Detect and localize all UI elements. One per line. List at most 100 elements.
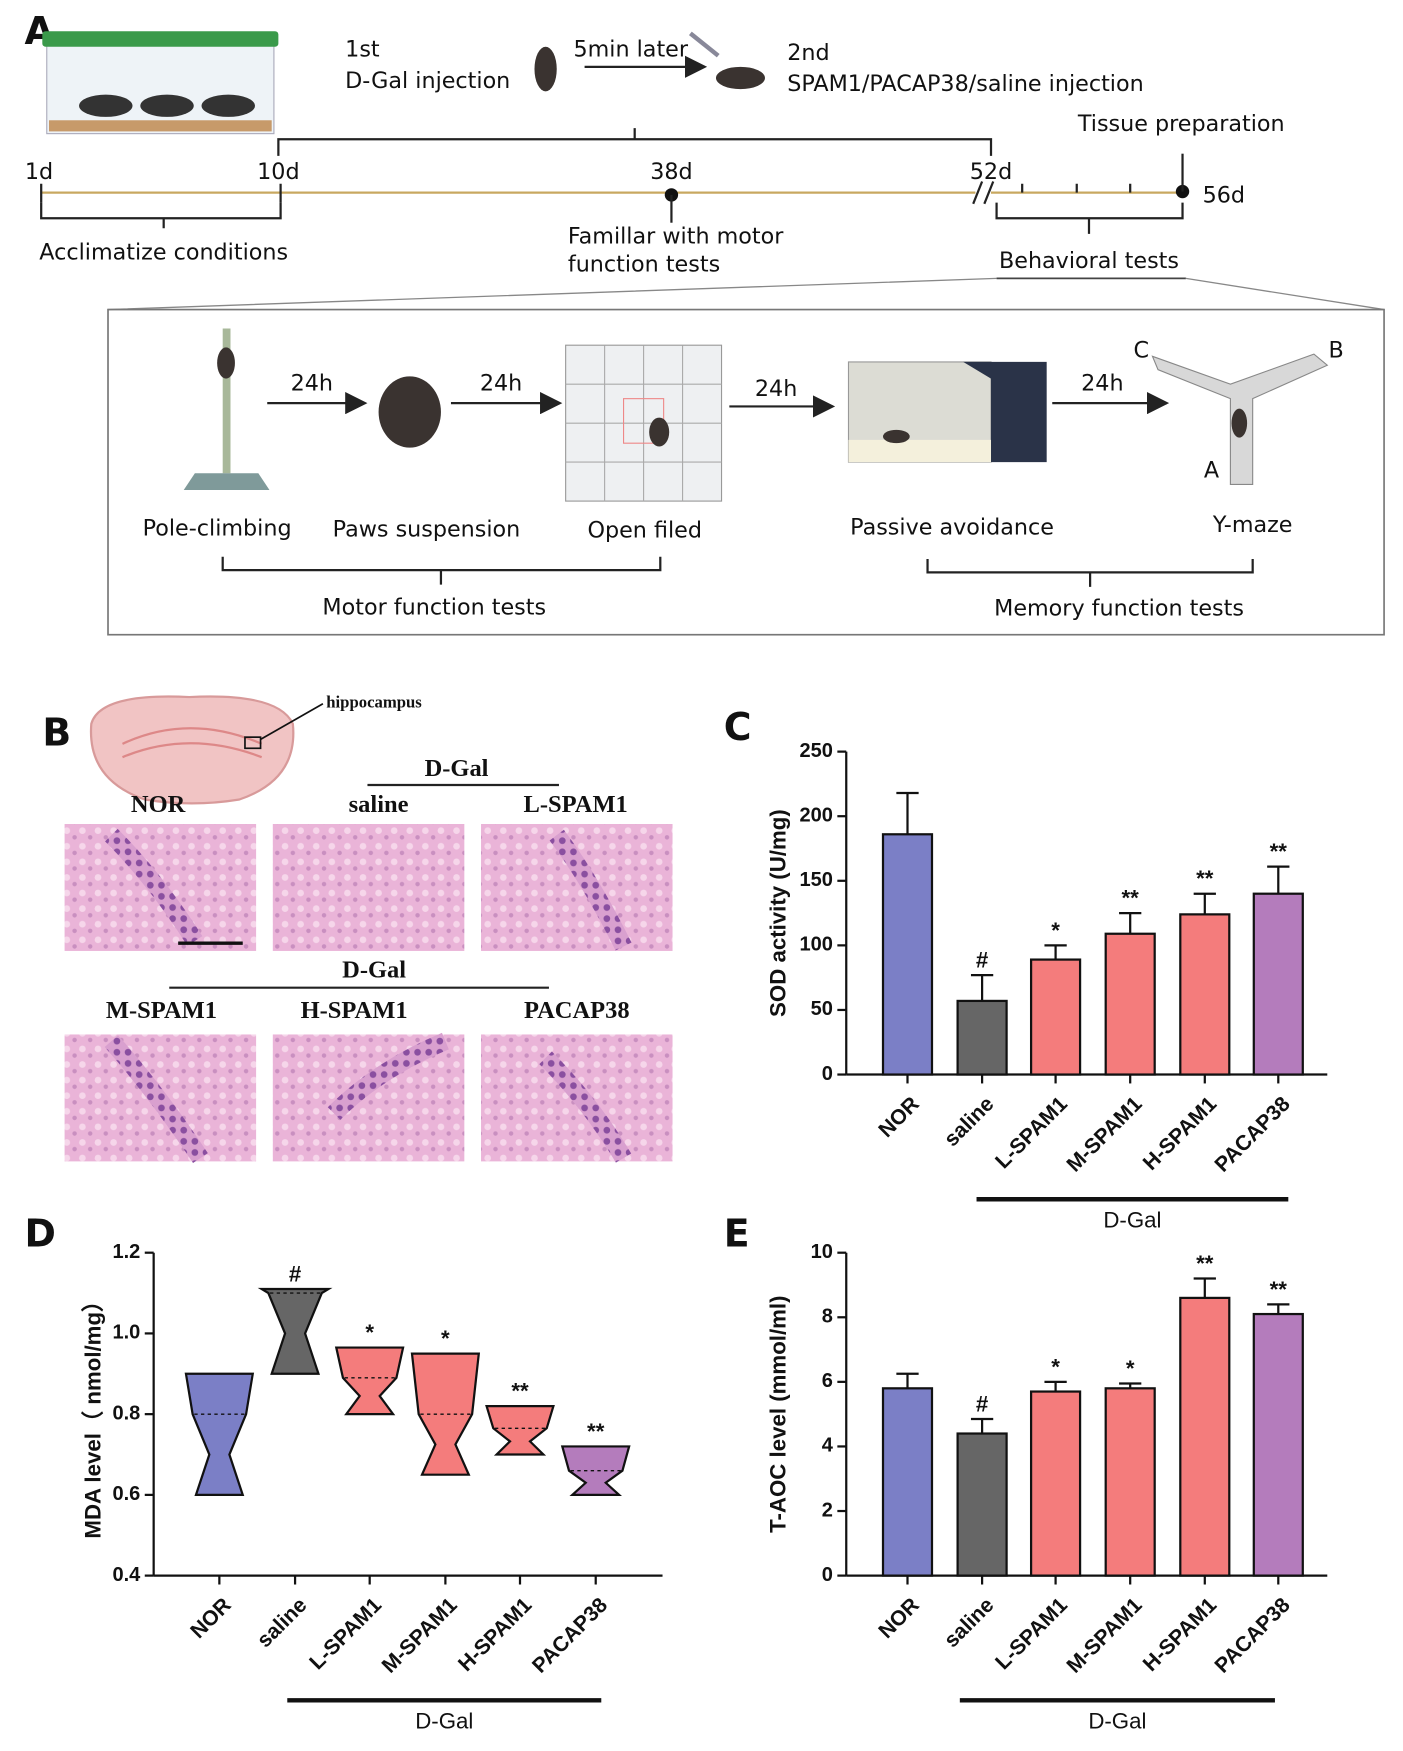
y-tick-label: 0.6 — [112, 1483, 140, 1505]
interval-label: 24h — [755, 376, 797, 402]
x-tick-label: NOR — [874, 1594, 923, 1643]
group-label: Motor function tests — [322, 594, 546, 620]
arm-label: C — [1134, 337, 1150, 363]
y-tick-label: 0.4 — [112, 1564, 141, 1586]
test-label: Pole-climbing — [143, 515, 292, 541]
group-label: D-Gal — [425, 755, 489, 782]
cell-layer — [327, 1032, 449, 1120]
panel-b: B hippocampus D-Gal D-Gal NOR saline L-S… — [42, 693, 673, 1163]
dark-chamber — [963, 361, 1047, 463]
tick — [40, 183, 282, 203]
step-label: SPAM1/PACAP38/saline injection — [787, 71, 1143, 97]
y-tick-label: 150 — [799, 869, 832, 891]
y-tick-label: 4 — [822, 1435, 834, 1457]
bedding — [48, 120, 272, 132]
bar — [956, 999, 1008, 1076]
bar — [1104, 1387, 1156, 1577]
y-tick-label: 250 — [799, 740, 832, 762]
mouse-icon — [140, 94, 194, 117]
zoom-lines — [107, 277, 1385, 311]
significance-label: # — [976, 1392, 989, 1417]
roi-box — [244, 736, 262, 750]
y-tick-label: 6 — [822, 1370, 833, 1392]
panel-label: D — [24, 1211, 55, 1255]
brain — [89, 695, 295, 805]
bar — [881, 833, 934, 1076]
panel-label: B — [42, 710, 71, 754]
significance-label: * — [1051, 918, 1060, 943]
bracket — [221, 556, 662, 585]
group-label: Memory function tests — [994, 596, 1244, 622]
pointer — [260, 703, 324, 741]
violin — [334, 1346, 405, 1416]
significance-label: ** — [1270, 1277, 1288, 1302]
mouse-icon — [1231, 408, 1248, 438]
cage-lid — [42, 31, 279, 47]
step-label: 1st — [345, 37, 380, 63]
phase-label: function tests — [568, 252, 720, 278]
significance-label: # — [976, 948, 989, 973]
phase-label: Acclimatize conditions — [39, 239, 288, 265]
image-label: saline — [349, 791, 409, 818]
y-tick-label: 8 — [822, 1306, 833, 1328]
step-label: 2nd — [787, 40, 829, 66]
mouse-icon — [79, 94, 133, 117]
image-label: M-SPAM1 — [106, 997, 217, 1024]
mouse-icon — [534, 46, 557, 92]
y-tick-label: 1.2 — [112, 1241, 140, 1263]
x-tick-label: saline — [253, 1593, 312, 1652]
cage — [46, 41, 275, 135]
x-tick-label: M-SPAM1 — [378, 1593, 462, 1677]
bracket — [40, 202, 282, 229]
pole-base — [183, 473, 270, 490]
bar — [1104, 932, 1156, 1076]
step-label: D-Gal injection — [345, 68, 510, 94]
bar — [1179, 913, 1231, 1076]
mouse-icon — [715, 66, 765, 90]
x-tick-label: PACAP38 — [1211, 1593, 1295, 1677]
y-tick-label: 0 — [822, 1564, 833, 1586]
significance-label: ** — [1196, 1251, 1214, 1276]
mouse-icon — [378, 376, 441, 448]
y-axis-label: T-AOC level (mmol/ml) — [765, 1295, 790, 1532]
mouse-icon — [649, 417, 670, 447]
y-tick-label: 50 — [811, 998, 833, 1020]
image-label: H-SPAM1 — [301, 997, 408, 1024]
detail-box — [107, 308, 1385, 636]
timeline-label: 10d — [257, 159, 299, 185]
test-label: Paws suspension — [333, 517, 521, 543]
group-label: D-Gal — [342, 957, 406, 984]
panel-label: C — [724, 705, 752, 749]
bracket — [277, 128, 993, 156]
bar — [1029, 1390, 1082, 1577]
significance-label: ** — [511, 1379, 529, 1404]
test-label: Passive avoidance — [850, 514, 1054, 540]
group-label: D-Gal — [415, 1708, 473, 1733]
panel-a: A 1st D-Gal injection 5min later 2nd SPA… — [24, 9, 1385, 636]
interval-label: 24h — [1081, 371, 1123, 397]
x-tick-label: PACAP38 — [1211, 1092, 1295, 1176]
image-label: NOR — [131, 791, 186, 818]
arm-label: A — [1204, 458, 1220, 484]
panel-label: E — [724, 1211, 750, 1255]
violin — [410, 1352, 481, 1476]
region-label: hippocampus — [326, 693, 422, 712]
timeline-label: 38d — [650, 159, 692, 185]
x-tick-label: saline — [940, 1593, 999, 1652]
y-tick-label: 2 — [822, 1499, 833, 1521]
bracket — [995, 202, 1184, 234]
timeline-label: 56d — [1203, 182, 1245, 208]
x-tick-label: H-SPAM1 — [1139, 1593, 1222, 1676]
significance-label: * — [1126, 1356, 1135, 1381]
x-tick-label: NOR — [874, 1092, 923, 1141]
step-label: 5min later — [573, 37, 688, 63]
phase-label: Behavioral tests — [999, 248, 1179, 274]
bar — [881, 1387, 934, 1577]
x-tick-label: M-SPAM1 — [1063, 1092, 1147, 1176]
group-label: D-Gal — [1088, 1708, 1146, 1733]
interval-label: 24h — [291, 371, 333, 397]
histology-image — [272, 824, 465, 951]
image-label: L-SPAM1 — [524, 791, 628, 818]
cell-layer — [104, 1035, 208, 1163]
